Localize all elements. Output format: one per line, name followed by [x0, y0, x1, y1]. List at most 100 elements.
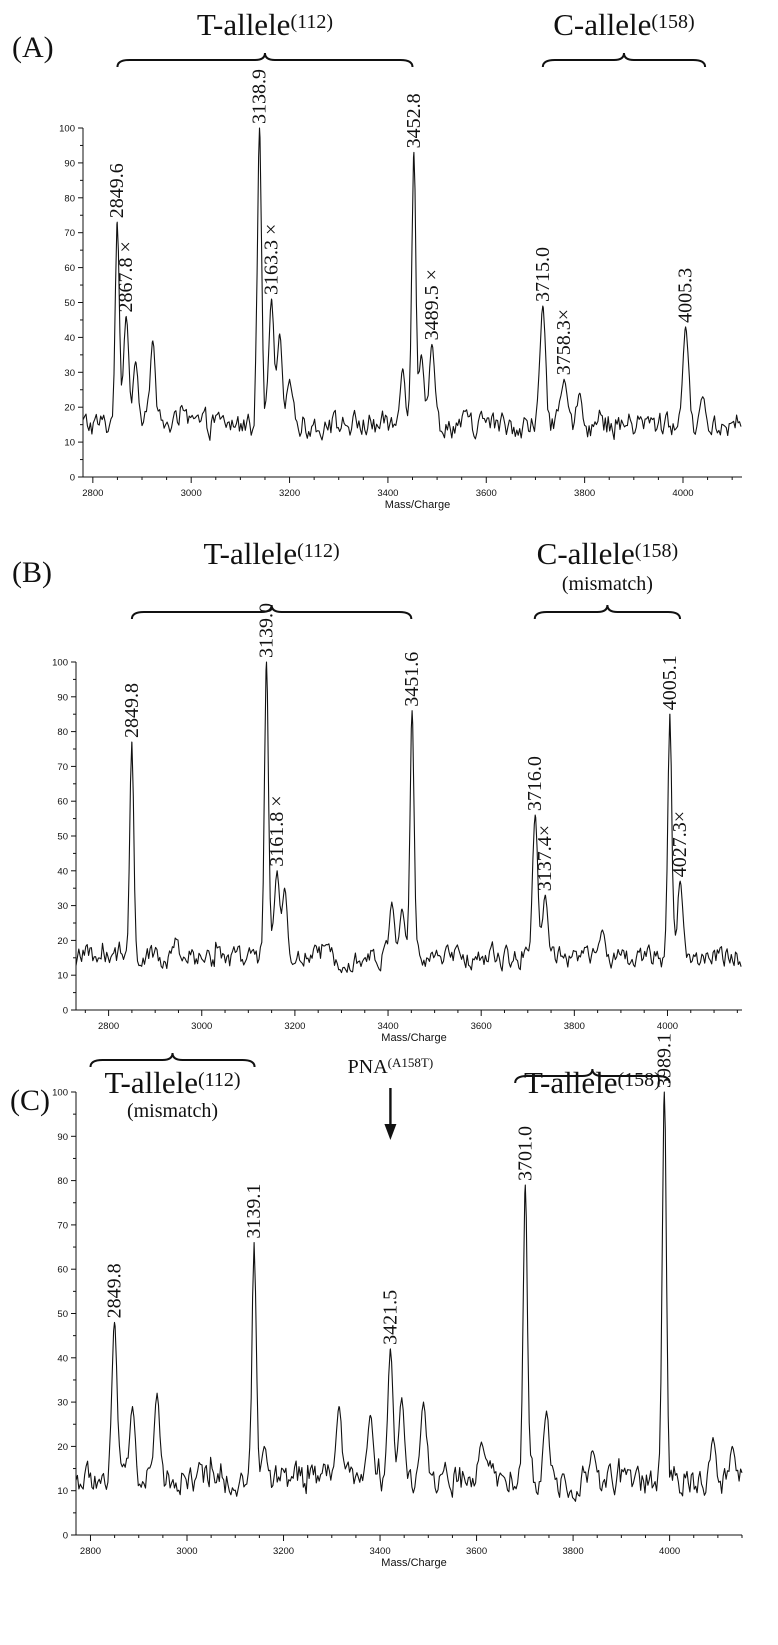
x-tick-label: 3000 — [191, 1021, 212, 1032]
y-tick-label: 0 — [70, 473, 75, 484]
y-tick-label: 40 — [57, 866, 68, 877]
x-tick-label: 3200 — [273, 1546, 294, 1557]
x-axis-title: Mass/Charge — [381, 1032, 446, 1044]
pna-annotation: PNA(A158T) — [348, 1055, 434, 1078]
y-tick-label: 0 — [63, 1531, 68, 1542]
y-tick-label: 20 — [64, 403, 75, 414]
allele-group-label: T-allele(112) — [104, 1065, 240, 1100]
x-tick-label: 3200 — [284, 1021, 305, 1032]
peak-label: 3137.4× — [534, 825, 556, 891]
y-tick-label: 60 — [57, 797, 68, 808]
y-tick-label: 10 — [57, 1486, 68, 1497]
spectrum-panel-a: (A) 0 10 20 30 40 50 60 70 80 90 100 2800 3000 3200 340… — [12, 7, 742, 511]
peak-label: 4005.3 — [675, 268, 697, 323]
x-tick-label: 3600 — [466, 1546, 487, 1557]
x-tick-label: 3400 — [369, 1546, 390, 1557]
spectrum-trace — [75, 661, 742, 974]
x-tick-label: 2800 — [80, 1546, 101, 1557]
peak-label: 3758.3× — [553, 309, 575, 375]
peak-label: 3138.9 — [249, 69, 271, 124]
allele-group-brace — [89, 1052, 256, 1068]
allele-group-brace — [514, 1068, 671, 1084]
panel-label: (A) — [12, 31, 54, 64]
peak-label: 4027.3× — [669, 811, 691, 877]
y-tick-label: 70 — [57, 762, 68, 773]
x-tick-label: 3400 — [377, 488, 398, 499]
y-tick-label: 100 — [52, 1088, 68, 1099]
peak-label: 3451.6 — [401, 652, 423, 707]
peak-label: 3489.5 × — [421, 269, 443, 340]
allele-group-brace — [533, 604, 682, 620]
x-tick-label: 2800 — [98, 1021, 119, 1032]
peak-label: 3715.0 — [532, 247, 554, 302]
spectrum-panel-c: (C) 0 10 20 30 40 50 60 70 80 90 100 2800 3000 3200 340… — [10, 1033, 743, 1569]
y-tick-label: 90 — [64, 158, 75, 169]
x-axis-title: Mass/Charge — [385, 499, 450, 511]
y-tick-label: 0 — [63, 1006, 68, 1017]
y-tick-label: 30 — [57, 901, 68, 912]
y-tick-label: 90 — [57, 692, 68, 703]
y-tick-label: 100 — [52, 658, 68, 669]
x-tick-label: 3800 — [564, 1021, 585, 1032]
peak-label: 2849.6 — [106, 163, 128, 218]
x-tick-label: 3200 — [279, 488, 300, 499]
peak-label: 4005.1 — [659, 655, 681, 710]
peak-label: 2867.8 × — [115, 241, 137, 312]
peak-label: 3989.1 — [653, 1033, 675, 1088]
allele-group-brace — [541, 52, 707, 68]
x-tick-label: 3800 — [574, 488, 595, 499]
peak-label: 3421.5 — [379, 1290, 401, 1345]
peak-label: 3161.8 × — [266, 796, 288, 867]
x-axis-title: Mass/Charge — [381, 1557, 446, 1569]
x-tick-label: 3600 — [471, 1021, 492, 1032]
peak-label: 3716.0 — [524, 756, 546, 811]
y-tick-label: 10 — [64, 438, 75, 449]
x-tick-label: 4000 — [672, 488, 693, 499]
y-tick-label: 30 — [57, 1398, 68, 1409]
x-tick-label: 3000 — [181, 488, 202, 499]
y-tick-label: 80 — [57, 1176, 68, 1187]
peak-label: 2849.8 — [104, 1263, 126, 1318]
y-tick-label: 10 — [57, 971, 68, 982]
y-tick-label: 50 — [64, 298, 75, 309]
y-tick-label: 40 — [57, 1353, 68, 1364]
allele-group-brace — [130, 604, 413, 620]
y-tick-label: 80 — [64, 193, 75, 204]
allele-group-sublabel: (mismatch) — [562, 573, 653, 595]
allele-group-label: T-allele(112) — [204, 536, 340, 571]
y-tick-label: 70 — [57, 1220, 68, 1231]
x-tick-label: 2800 — [82, 488, 103, 499]
pna-arrow-head — [384, 1124, 397, 1140]
x-tick-label: 4000 — [657, 1021, 678, 1032]
peak-label: 3163.3 × — [261, 224, 283, 295]
y-tick-label: 20 — [57, 936, 68, 947]
x-tick-label: 3600 — [476, 488, 497, 499]
x-tick-label: 3800 — [563, 1546, 584, 1557]
panel-label: (B) — [12, 556, 52, 589]
y-tick-label: 60 — [57, 1265, 68, 1276]
allele-group-label: C-allele(158) — [537, 536, 678, 571]
peak-label: 3701.0 — [514, 1126, 536, 1181]
y-tick-label: 30 — [64, 368, 75, 379]
panel-label: (C) — [10, 1084, 50, 1117]
allele-group-label: T-allele(158) — [524, 1065, 661, 1100]
spectrum-trace — [75, 1091, 743, 1502]
peak-label: 3139.1 — [243, 1184, 265, 1239]
y-tick-label: 90 — [57, 1132, 68, 1143]
x-tick-label: 3400 — [377, 1021, 398, 1032]
y-tick-label: 40 — [64, 333, 75, 344]
peak-label: 3139.0 — [256, 603, 278, 658]
peak-label: 2849.8 — [121, 683, 143, 738]
allele-group-brace — [116, 52, 414, 68]
spectrum-trace — [82, 127, 742, 441]
allele-group-sublabel: (mismatch) — [127, 1100, 218, 1122]
y-tick-label: 20 — [57, 1442, 68, 1453]
x-tick-label: 3000 — [176, 1546, 197, 1557]
allele-group-label: T-allele(112) — [197, 7, 333, 42]
x-tick-label: 4000 — [659, 1546, 680, 1557]
spectrum-panel-b: (B) 0 10 20 30 40 50 60 70 80 90 100 2800 3000 3200 340… — [12, 536, 742, 1044]
y-tick-label: 50 — [57, 1309, 68, 1320]
allele-group-label: C-allele(158) — [553, 7, 694, 42]
y-tick-label: 50 — [57, 832, 68, 843]
